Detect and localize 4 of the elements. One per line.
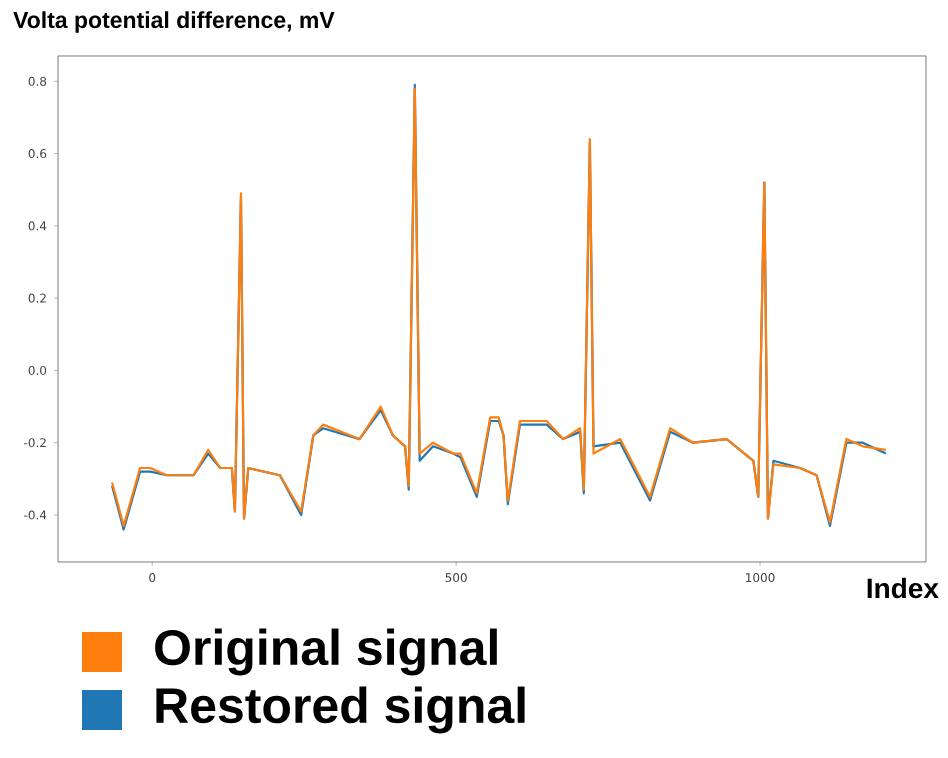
y-axis-title: Volta potential difference, mV: [13, 11, 335, 33]
x-axis-title: Index: [867, 577, 939, 599]
legend-label: Restored signal: [156, 686, 525, 734]
legend-label: Original signal: [155, 628, 497, 676]
